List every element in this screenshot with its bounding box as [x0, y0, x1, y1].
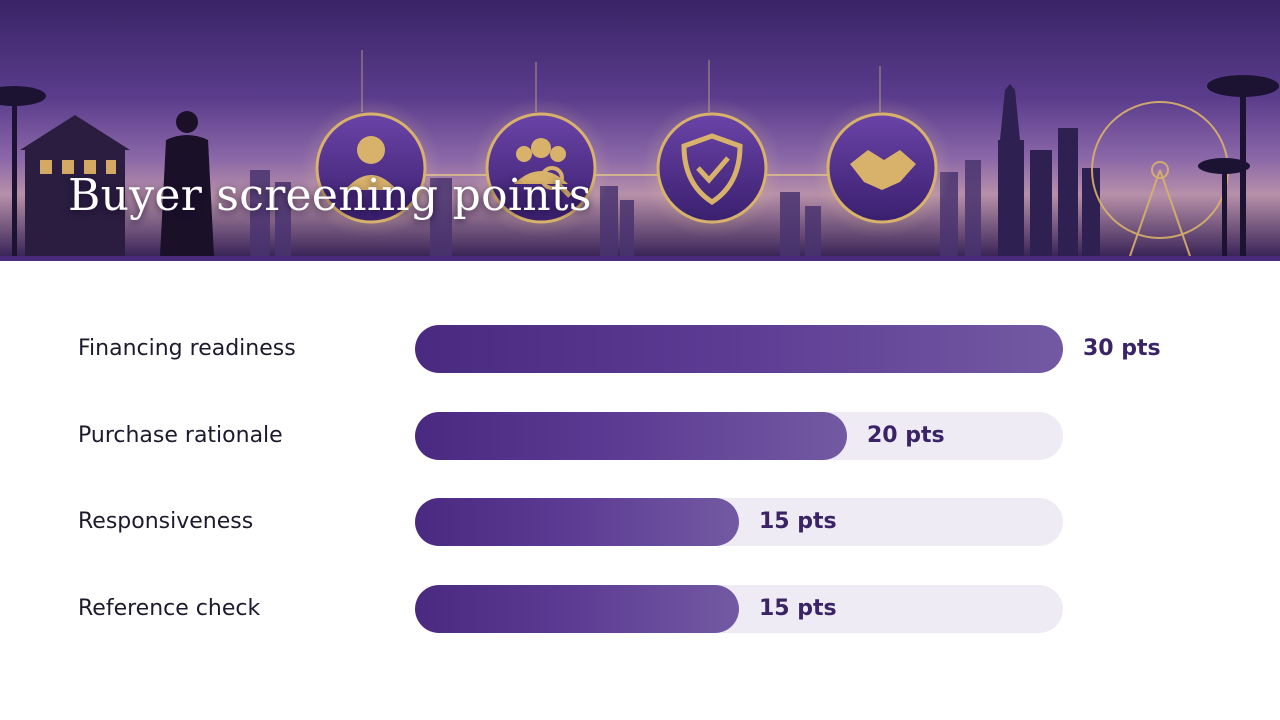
category-label: Financing readiness: [78, 336, 296, 361]
distant-skyline: [250, 160, 981, 256]
palm-trees: [0, 75, 1279, 256]
team-search-icon: [514, 138, 572, 198]
bar-row: Responsiveness 15 pts: [0, 498, 1280, 546]
category-label: Reference check: [78, 596, 261, 621]
header-banner: Buyer screening points: [0, 0, 1280, 256]
horizontal-bar-chart: Financing readiness 30 pts Purchase ration…: [0, 261, 1280, 720]
category-label: Purchase rationale: [78, 423, 283, 448]
city-towers: [998, 84, 1100, 256]
shield-check-icon: [681, 133, 743, 205]
value-label: 15 pts: [759, 596, 837, 621]
value-label: 30 pts: [1083, 336, 1161, 361]
user-search-icon: [345, 136, 397, 190]
slide-title: Buyer screening points: [68, 170, 592, 221]
banner-divider: [0, 256, 1280, 261]
banner-illustration: [0, 50, 1279, 256]
value-label: 15 pts: [759, 509, 837, 534]
medallion-4: [812, 98, 952, 238]
bar: [415, 585, 739, 633]
category-label: Responsiveness: [78, 509, 254, 534]
bar-row: Purchase rationale 20 pts: [0, 412, 1280, 460]
person-silhouette: [160, 111, 214, 256]
medallion-3: [642, 98, 782, 238]
medallion-2: [471, 98, 611, 238]
bar: [415, 498, 739, 546]
light-spires: [361, 50, 881, 112]
bar-row: Financing readiness 30 pts: [0, 325, 1280, 373]
value-label: 20 pts: [867, 423, 945, 448]
bar: [415, 325, 1063, 373]
bar-row: Reference check 15 pts: [0, 585, 1280, 633]
bar: [415, 412, 847, 460]
house-windows: [40, 160, 116, 174]
medallion-1: [301, 98, 441, 238]
handshake-icon: [850, 150, 916, 190]
ferris-wheel: [1091, 101, 1229, 256]
